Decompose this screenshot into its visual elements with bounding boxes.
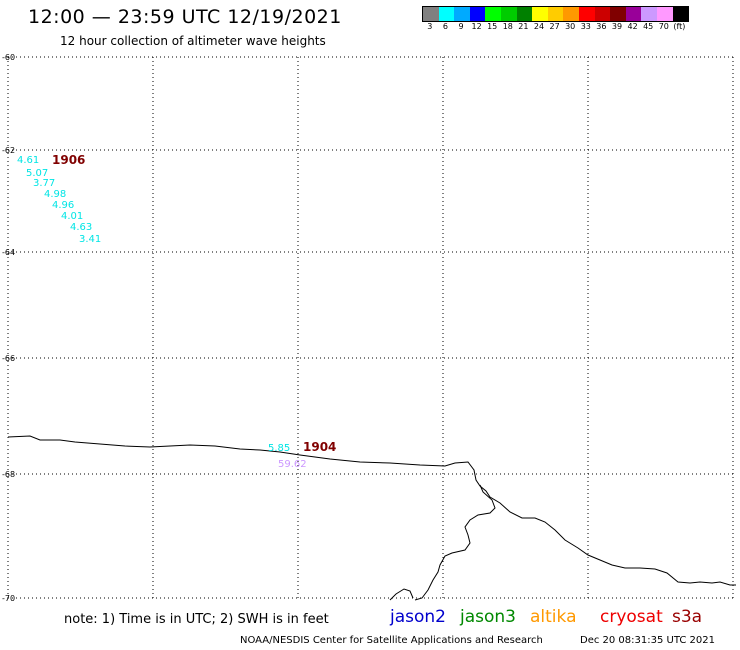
color-swatch	[610, 7, 626, 21]
wave-height-value: 4.63	[70, 222, 92, 233]
color-scale-label: (ft)	[673, 22, 686, 31]
color-scale-label: 70	[658, 22, 669, 31]
wave-height-value: 5.07	[26, 168, 48, 179]
credit-text: NOAA/NESDIS Center for Satellite Applica…	[240, 635, 543, 646]
lat-label: -64	[2, 248, 15, 257]
color-scale-label: 27	[549, 22, 560, 31]
color-scale-bar	[422, 6, 690, 22]
page-subtitle: 12 hour collection of altimeter wave hei…	[60, 34, 326, 48]
pass-id-label: 1906	[52, 153, 85, 167]
color-scale-label: 12	[471, 22, 482, 31]
color-swatch	[594, 7, 611, 21]
color-swatch	[656, 7, 673, 21]
lat-label: -66	[2, 354, 15, 363]
color-swatch	[641, 7, 657, 21]
grid-lines	[7, 56, 736, 600]
lat-label: -62	[2, 146, 15, 155]
satellite-name: altika	[530, 607, 577, 627]
color-scale-label: 6	[442, 22, 448, 31]
color-scale-label: 33	[580, 22, 591, 31]
page-title: 12:00 — 23:59 UTC 12/19/2021	[28, 6, 342, 28]
coastline-island-path	[389, 588, 414, 601]
wave-height-value: 3.41	[79, 234, 101, 245]
color-scale-label: 18	[502, 22, 513, 31]
color-scale-label: 21	[518, 22, 529, 31]
color-swatch	[500, 7, 517, 21]
color-swatch	[563, 7, 579, 21]
color-scale-label: 30	[565, 22, 576, 31]
wave-height-value: 4.98	[44, 189, 66, 200]
satellite-name: jason2	[390, 607, 446, 627]
color-swatch	[625, 7, 642, 21]
color-scale-label: 9	[458, 22, 464, 31]
wave-height-readings: 4.61 5.073.774.984.964.014.633.41 1906 5.85…	[17, 153, 336, 470]
color-swatch	[469, 7, 486, 21]
lat-label: -68	[2, 470, 15, 479]
wave-height-map: -60-62-64-66-68-70606366697275 4.615.073…	[2, 53, 736, 603]
color-swatch	[672, 7, 689, 21]
color-scale-label: 24	[533, 22, 545, 31]
color-scale-label: 36	[596, 22, 607, 31]
coastline-path	[7, 435, 736, 586]
color-scale-label: 3	[427, 22, 433, 31]
pass-id-label: 1904	[303, 440, 336, 454]
color-swatch	[516, 7, 533, 21]
wave-height-value: 4.01	[61, 211, 83, 222]
color-swatch	[532, 7, 548, 21]
color-scale-label: 39	[611, 22, 623, 31]
color-swatch	[438, 7, 455, 21]
color-scale-label: 45	[643, 22, 654, 31]
color-swatch	[578, 7, 595, 21]
wave-height-value: 4.61	[17, 155, 39, 166]
color-swatch	[423, 7, 439, 21]
color-scale-label: 15	[487, 22, 498, 31]
satellite-name: jason3	[460, 607, 516, 627]
wave-height-value: 4.96	[52, 200, 74, 211]
lat-label: -60	[2, 53, 15, 62]
wave-height-value: 59.62	[278, 459, 307, 470]
satellite-name: s3a	[672, 607, 703, 627]
generated-timestamp: Dec 20 08:31:35 UTC 2021	[580, 635, 715, 646]
wave-height-value: 3.77	[33, 178, 55, 189]
color-scale-label: 42	[627, 22, 638, 31]
coastline	[7, 435, 736, 601]
color-swatch	[547, 7, 564, 21]
color-swatch	[485, 7, 501, 21]
satellite-name: cryosat	[600, 607, 663, 627]
color-swatch	[454, 7, 470, 21]
wave-height-value: 5.85	[268, 443, 290, 454]
footer-note: note: 1) Time is in UTC; 2) SWH is in fe…	[64, 612, 329, 627]
coastline-inlet-path	[414, 484, 496, 601]
lat-label: -70	[2, 594, 15, 603]
